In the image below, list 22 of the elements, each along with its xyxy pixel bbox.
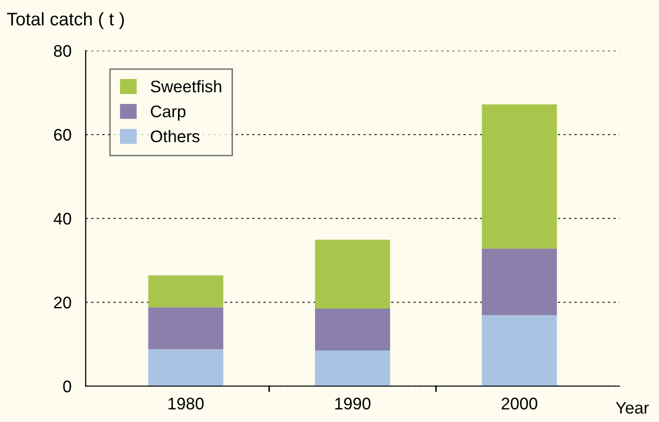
x-axis-title: Year: [616, 402, 649, 414]
bar: [315, 240, 390, 309]
bar: [315, 350, 390, 386]
legend-label: Carp: [150, 106, 186, 121]
y-axis-title: Total catch ( t ): [6, 12, 124, 30]
bar: [148, 275, 224, 308]
y-tick-label: 60: [54, 128, 72, 141]
y-tick-label: 0: [63, 380, 72, 392]
x-tick-label: 1990: [335, 398, 370, 410]
bar: [482, 248, 557, 316]
y-tick-label: 80: [54, 45, 72, 57]
bar: [148, 307, 224, 350]
bar: [482, 315, 557, 386]
legend-label: Sweetfish: [150, 80, 222, 92]
y-tick-label: 20: [54, 296, 72, 308]
bar: [482, 104, 557, 249]
bar: [148, 349, 224, 386]
x-tick-label: 2000: [502, 398, 538, 410]
bar: [315, 308, 390, 350]
y-tick-label: 40: [54, 212, 72, 225]
x-tick-label: 1980: [168, 398, 204, 410]
legend-label: Others: [150, 130, 200, 142]
